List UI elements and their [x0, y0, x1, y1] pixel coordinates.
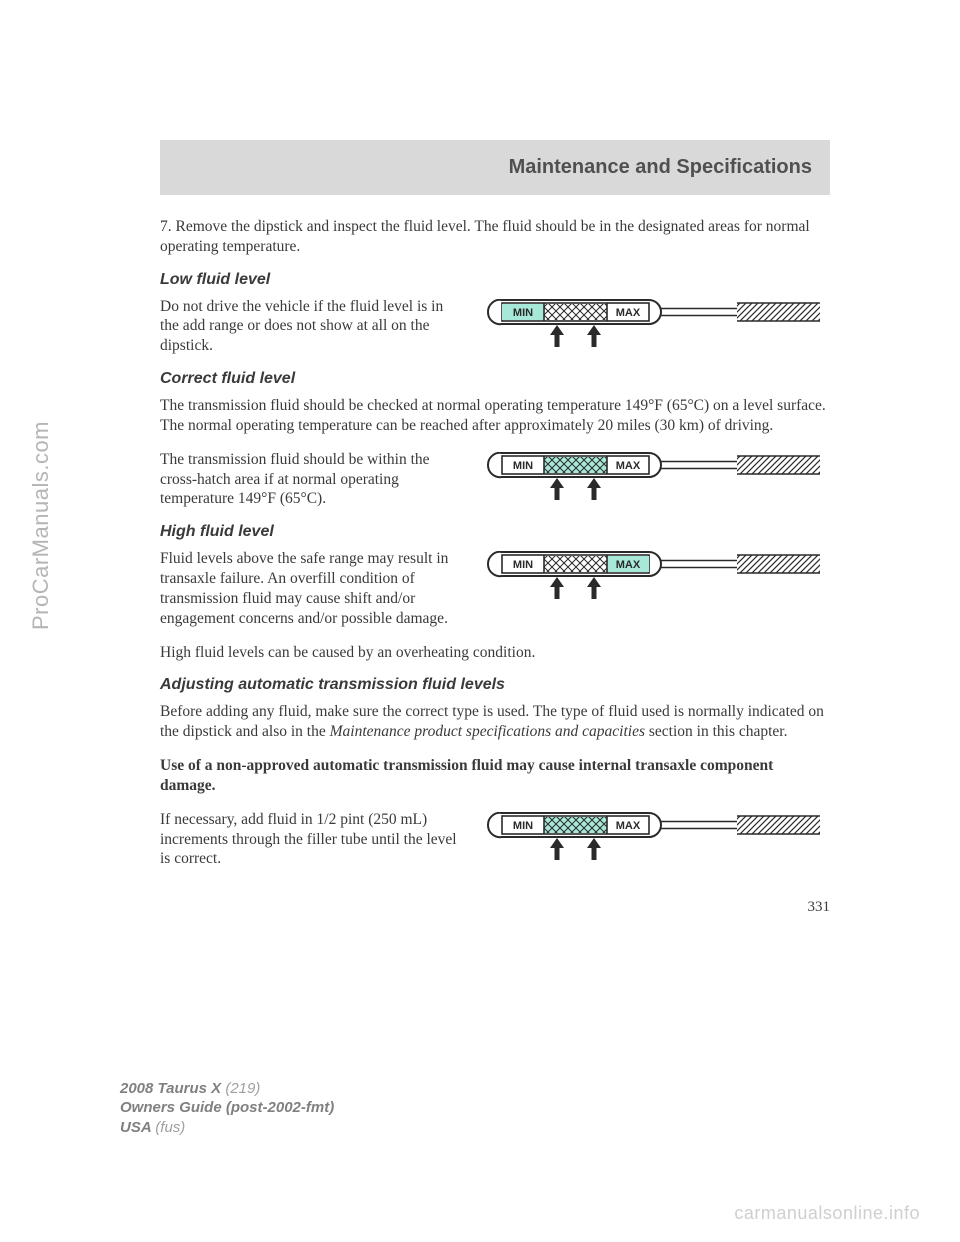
svg-text:MAX: MAX: [616, 820, 641, 832]
page-number: 331: [160, 899, 830, 916]
low-text: Do not drive the vehicle if the fluid le…: [160, 297, 460, 356]
chapter-title: Maintenance and Specifications: [509, 156, 812, 178]
footer-code: (219): [225, 1080, 260, 1097]
svg-text:MIN: MIN: [513, 307, 533, 319]
heading-adjust: Adjusting automatic transmission fluid l…: [160, 676, 830, 694]
adjust-p3: If necessary, add fluid in 1/2 pint (250…: [160, 810, 460, 869]
correct-row: The transmission fluid should be within …: [160, 450, 830, 509]
dipstick-normal-icon: MIN MAX: [480, 452, 820, 502]
footer-line3: USA (fus): [120, 1118, 334, 1138]
adjust-row: If necessary, add fluid in 1/2 pint (250…: [160, 810, 830, 869]
footer-fus: (fus): [155, 1119, 185, 1136]
svg-text:MIN: MIN: [513, 460, 533, 472]
svg-text:MIN: MIN: [513, 559, 533, 571]
footer: 2008 Taurus X (219) Owners Guide (post-2…: [120, 1079, 334, 1138]
high-figure: MIN MAX: [480, 549, 830, 606]
svg-text:MAX: MAX: [616, 559, 641, 571]
heading-high: High fluid level: [160, 523, 830, 541]
bottom-watermark: carmanualsonline.info: [734, 1203, 920, 1224]
footer-line2: Owners Guide (post-2002-fmt): [120, 1098, 334, 1118]
dipstick-normal2-icon: MIN MAX: [480, 812, 820, 862]
high-p2: High fluid levels can be caused by an ov…: [160, 643, 830, 663]
footer-model: 2008 Taurus X: [120, 1080, 225, 1097]
correct-p1: The transmission fluid should be checked…: [160, 396, 830, 436]
chapter-header: Maintenance and Specifications: [160, 140, 830, 195]
correct-p2: The transmission fluid should be within …: [160, 450, 460, 509]
low-row: Do not drive the vehicle if the fluid le…: [160, 297, 830, 356]
dipstick-low-icon: MIN MAX: [480, 299, 820, 349]
svg-text:MAX: MAX: [616, 307, 641, 319]
svg-text:MAX: MAX: [616, 460, 641, 472]
heading-low: Low fluid level: [160, 271, 830, 289]
adjust-p1-italic: Maintenance product specifications and c…: [330, 723, 645, 740]
low-figure: MIN MAX: [480, 297, 830, 354]
correct-figure: MIN MAX: [480, 450, 830, 507]
high-row: Fluid levels above the safe range may re…: [160, 549, 830, 628]
footer-line1: 2008 Taurus X (219): [120, 1079, 334, 1099]
adjust-figure: MIN MAX: [480, 810, 830, 867]
svg-text:MIN: MIN: [513, 820, 533, 832]
high-p1: Fluid levels above the safe range may re…: [160, 549, 460, 628]
adjust-p1: Before adding any fluid, make sure the c…: [160, 702, 830, 742]
page-content: Maintenance and Specifications 7. Remove…: [0, 0, 960, 916]
footer-usa: USA: [120, 1119, 155, 1136]
heading-correct: Correct fluid level: [160, 370, 830, 388]
side-watermark: ProCarManuals.com: [28, 421, 54, 630]
dipstick-high-icon: MIN MAX: [480, 551, 820, 601]
adjust-warning: Use of a non-approved automatic transmis…: [160, 756, 830, 796]
intro-paragraph: 7. Remove the dipstick and inspect the f…: [160, 217, 830, 257]
adjust-p1b: section in this chapter.: [645, 723, 787, 740]
